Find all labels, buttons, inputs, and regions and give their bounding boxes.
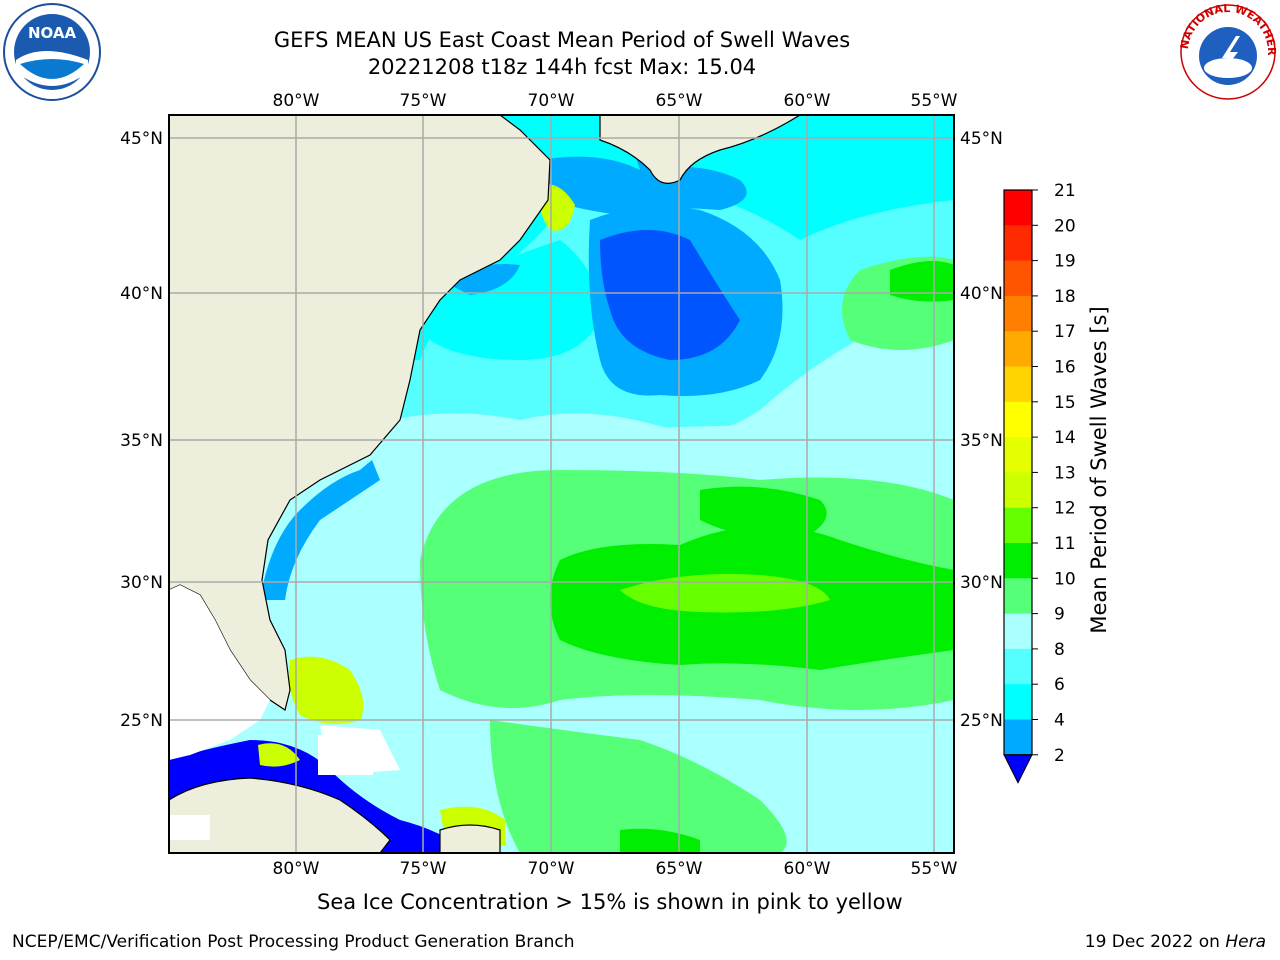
colorbar-tick-label: 18 [1054,287,1076,307]
footer-date-text: 19 Dec 2022 on [1084,932,1226,952]
colorbar-band [1004,331,1032,367]
map-field [169,115,954,853]
lon-label-bottom: 60°W [784,859,831,879]
colorbar-band [1004,295,1032,332]
lat-label-right: 35°N [960,431,1003,451]
lon-label-top: 55°W [911,91,958,111]
colorbar-band [1004,543,1032,579]
lat-label-left: 25°N [120,711,163,731]
noaa-logo-icon: NOAA [3,3,101,101]
lon-label-top: 60°W [784,91,831,111]
lon-label-top: 70°W [528,91,575,111]
lon-label-bottom: 55°W [911,859,958,879]
colorbar-tick-label: 21 [1054,181,1076,201]
lat-labels-left: 45°N 40°N 35°N 30°N 25°N [120,129,163,731]
colorbar-band [1004,648,1032,685]
colorbar-tick-label: 11 [1054,534,1076,554]
chart-title: GEFS MEAN US East Coast Mean Period of S… [273,28,851,52]
colorbar-title: Mean Period of Swell Waves [s] [1087,306,1111,633]
colorbar-band [1004,401,1032,438]
lon-label-bottom: 75°W [400,859,447,879]
lon-label-top: 75°W [400,91,447,111]
colorbar-tick-label: 19 [1054,252,1076,272]
colorbar-tick-label: 9 [1054,605,1065,625]
lat-labels-right: 45°N 40°N 35°N 30°N 25°N [960,129,1003,731]
colorbar-band [1004,225,1032,262]
lon-labels-bottom: 80°W 75°W 70°W 65°W 60°W 55°W [273,859,958,879]
colorbar-tick-label: 13 [1054,463,1076,483]
colorbar-tick-label: 12 [1054,499,1076,519]
colorbar-tick-label: 16 [1054,358,1076,378]
colorbar-band [1004,366,1032,403]
colorbar-tick-label: 4 [1054,711,1065,731]
lon-label-top: 80°W [273,91,320,111]
lat-label-right: 25°N [960,711,1003,731]
colorbar-extend-arrow [1003,754,1033,784]
colorbar-tick-label: 14 [1054,428,1076,448]
colorbar-band [1004,190,1032,226]
colorbar: 21 20 19 18 17 16 15 14 13 12 11 10 9 8 6 4 2 [1003,181,1076,784]
lon-label-bottom: 80°W [273,859,320,879]
lat-label-left: 40°N [120,284,163,304]
noaa-logo-text: NOAA [28,24,77,42]
nws-logo-icon: NATIONAL WEATHER SERVICE [1178,2,1278,100]
lat-label-left: 30°N [120,573,163,593]
colorbar-band [1004,472,1032,509]
lat-label-right: 30°N [960,573,1003,593]
colorbar-band [1004,507,1032,544]
colorbar-band [1004,684,1032,720]
colorbar-band [1004,437,1032,473]
colorbar-band [1004,260,1032,297]
colorbar-tick-label: 20 [1054,216,1076,236]
lat-label-left: 45°N [120,129,163,149]
colorbar-tick-label: 8 [1054,640,1065,660]
colorbar-tick-label: 17 [1054,322,1076,342]
colorbar-tick-label: 2 [1054,746,1065,766]
colorbar-tick-label: 6 [1054,675,1065,695]
lat-label-left: 35°N [120,431,163,451]
colorbar-band [1004,719,1032,756]
footer-host: Hera [1225,932,1266,952]
lon-label-bottom: 65°W [656,859,703,879]
sea-ice-note: Sea Ice Concentration > 15% is shown in … [317,890,903,914]
no-data-patches [169,585,373,840]
lon-label-bottom: 70°W [528,859,575,879]
footer-organization: NCEP/EMC/Verification Post Processing Pr… [12,932,575,952]
map-frame [168,114,955,854]
lon-label-top: 65°W [656,91,703,111]
colorbar-tick-label: 15 [1054,393,1076,413]
colorbar-band [1004,613,1032,650]
lon-labels-top: 80°W 75°W 70°W 65°W 60°W 55°W [273,91,958,111]
lat-label-right: 45°N [960,129,1003,149]
chart-subtitle: 20221208 t18z 144h fcst Max: 15.04 [367,55,757,79]
map-gridlines [169,115,954,853]
footer-date: 19 Dec 2022 on Hera [1085,932,1266,952]
colorbar-band [1004,578,1032,615]
lat-label-right: 40°N [960,284,1003,304]
colorbar-tick-label: 10 [1054,569,1076,589]
